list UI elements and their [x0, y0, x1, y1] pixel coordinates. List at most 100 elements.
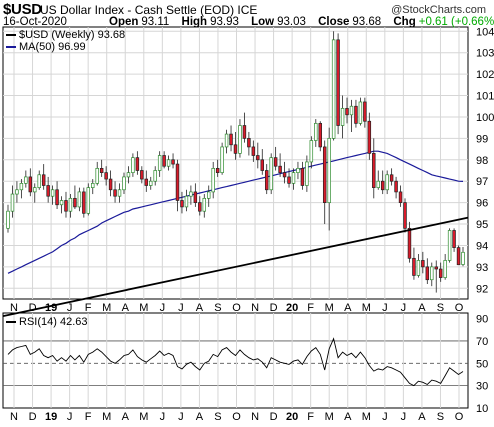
candle [153, 166, 157, 186]
candle [322, 140, 327, 225]
candle [269, 153, 273, 195]
price-tick-label: 104 [476, 26, 494, 38]
x-tick-label: J [178, 302, 184, 314]
candle [224, 129, 229, 154]
ma50-path [7, 150, 464, 274]
x-tick-label: D [270, 302, 278, 314]
candle-body [73, 197, 77, 208]
candle-body [273, 157, 278, 167]
candle [55, 181, 59, 210]
low-label: Low [251, 16, 275, 28]
candle [149, 176, 153, 190]
candle [189, 185, 193, 205]
candle [198, 196, 202, 216]
candle [421, 251, 425, 274]
candle [238, 119, 242, 158]
candle [247, 131, 251, 156]
candle-body [305, 161, 309, 186]
candle-body [175, 163, 180, 201]
candle [202, 194, 207, 218]
candle-body [394, 180, 398, 193]
candle [215, 159, 220, 177]
rsi-tick-label: 10 [476, 403, 488, 415]
candle [99, 159, 104, 177]
candle [73, 185, 77, 210]
candle-body [269, 157, 273, 191]
candle-body [55, 189, 59, 206]
x-tick-label: J [178, 411, 184, 423]
candle [331, 31, 336, 141]
x-tick-label: S [437, 411, 444, 423]
candle-body [166, 159, 171, 167]
legend-ma: MA(50) 96.99 [6, 41, 86, 53]
candle [122, 172, 126, 195]
candle [354, 99, 358, 128]
price-tick-label: 99 [476, 133, 488, 145]
price-tick-label: 103 [476, 48, 494, 60]
candle [438, 262, 443, 282]
x-tick-label: F [307, 411, 314, 423]
candle [385, 170, 389, 195]
x-tick-label: J [382, 302, 388, 314]
candle [291, 168, 296, 190]
candle [260, 149, 264, 175]
candle-body [372, 153, 376, 188]
candle [407, 221, 412, 263]
candle-body [202, 197, 207, 212]
x-tick-label: N [10, 411, 18, 423]
candle [180, 191, 184, 214]
candle-body [354, 105, 358, 124]
candle [15, 181, 19, 203]
candle-body [278, 165, 282, 173]
x-tick-label: A [418, 302, 426, 314]
candle-body [358, 101, 363, 124]
candle-body [416, 260, 421, 276]
x-tick-label: M [325, 302, 334, 314]
x-tick-label: J [67, 302, 73, 314]
candle-body [260, 159, 264, 171]
candle [157, 151, 162, 177]
x-tick-label: 19 [45, 302, 57, 314]
candle-body [242, 125, 247, 139]
candle-body [412, 257, 416, 276]
candle [287, 168, 291, 188]
candle-body [340, 108, 345, 126]
candle-body [37, 174, 41, 188]
open-value: 93.11 [141, 16, 170, 28]
x-tick-label: A [344, 302, 352, 314]
candles [6, 31, 465, 293]
candle-body [452, 230, 456, 248]
ohlc-readout: Open 93.11 High 93.93 Low 93.03 Close 93.68 … [109, 16, 494, 28]
x-tick-label: O [455, 411, 464, 423]
candle-body [363, 101, 367, 122]
x-tick-label: J [382, 411, 388, 423]
candle-body [86, 187, 91, 214]
high-value: 93.93 [210, 16, 239, 28]
candle [220, 142, 224, 175]
x-tick-label: F [307, 302, 314, 314]
open-label: Open [109, 16, 139, 28]
candle [117, 183, 122, 203]
candle-body [327, 138, 331, 203]
candle-body [6, 210, 10, 229]
candle-body [33, 187, 37, 193]
candle [242, 112, 247, 143]
candle [6, 204, 10, 233]
candle-body [256, 155, 260, 161]
candle-body [104, 172, 108, 180]
x-tick-label: 20 [286, 302, 298, 314]
x-tick-label: A [344, 411, 352, 423]
candle [345, 97, 349, 124]
candle-body [349, 105, 354, 116]
candle-body [193, 191, 198, 203]
rsi-y-axis: 10 30 50 70 90 [476, 314, 488, 415]
candle-body [108, 178, 113, 191]
candle [19, 179, 24, 199]
candle-body [122, 176, 126, 191]
candle-body [282, 172, 287, 178]
candle-body [211, 168, 215, 193]
price-tick-label: 100 [476, 112, 494, 124]
x-tick-label: M [102, 411, 111, 423]
quote-date: 16-Oct-2020 [3, 16, 67, 28]
legend-rsi-label: RSI(14) 42.63 [19, 316, 88, 328]
